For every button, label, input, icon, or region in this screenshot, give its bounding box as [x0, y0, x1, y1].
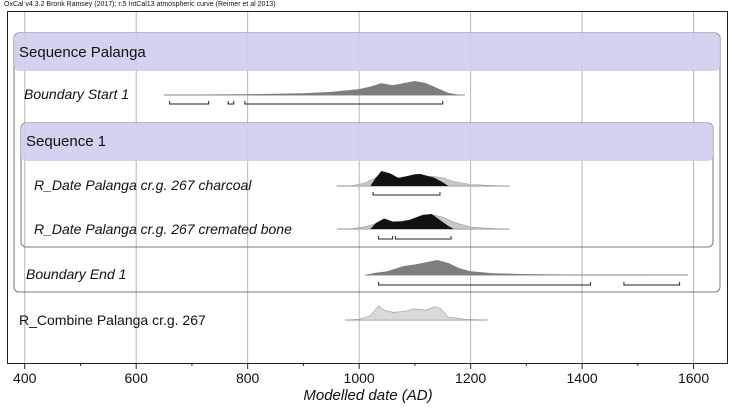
range-bracket	[378, 236, 394, 240]
prior-distribution	[345, 305, 488, 321]
range-bracket	[394, 236, 452, 240]
range-bracket	[378, 282, 591, 286]
x-tick-label: 1400	[567, 370, 598, 386]
row-3: Boundary End 1	[26, 260, 688, 286]
range-bracket	[623, 282, 681, 286]
row-label: R_Date Palanga cr.g. 267 charcoal	[34, 177, 252, 193]
group-label: Sequence Palanga	[19, 44, 146, 61]
posterior-distribution	[364, 260, 683, 275]
x-tick-label: 1200	[455, 370, 486, 386]
x-tick-label: 400	[13, 370, 37, 386]
x-tick-label: 800	[236, 370, 260, 386]
row-label: Boundary Start 1	[24, 86, 129, 102]
x-tick-label: 1000	[344, 370, 375, 386]
x-tick-label: 600	[125, 370, 149, 386]
row-label: Boundary End 1	[26, 266, 126, 282]
row-label: R_Combine Palanga cr.g. 267	[19, 312, 206, 328]
x-axis: 400 600 800 1000 1200 1400 1600	[13, 363, 709, 386]
row-0: Boundary Start 1	[24, 81, 466, 105]
chart-title: OxCal v4.3.2 Bronk Ramsey (2017); r:5 In…	[4, 1, 276, 8]
sequence-groups: Sequence Palanga Sequence 1	[13, 32, 721, 293]
range-bracket	[169, 101, 210, 105]
row-label: R_Date Palanga cr.g. 267 cremated bone	[34, 221, 292, 237]
distribution-rows: Boundary Start 1 R_Date Palanga cr.g. 267…	[19, 81, 688, 328]
x-tick-label: 1600	[678, 370, 709, 386]
group-header-band	[21, 123, 713, 161]
posterior-distribution	[164, 81, 460, 95]
posterior-distribution	[370, 214, 454, 229]
posterior-distribution	[370, 171, 449, 186]
x-axis-label: Modelled date (AD)	[303, 387, 432, 404]
group-label: Sequence 1	[26, 133, 106, 150]
range-bracket	[244, 101, 444, 105]
range-bracket	[372, 192, 441, 196]
row-1: R_Date Palanga cr.g. 267 charcoal	[34, 171, 510, 196]
row-2: R_Date Palanga cr.g. 267 cremated bone	[34, 214, 510, 240]
range-bracket	[227, 101, 235, 105]
group-header-band	[14, 33, 720, 71]
row-4: R_Combine Palanga cr.g. 267	[19, 305, 488, 328]
